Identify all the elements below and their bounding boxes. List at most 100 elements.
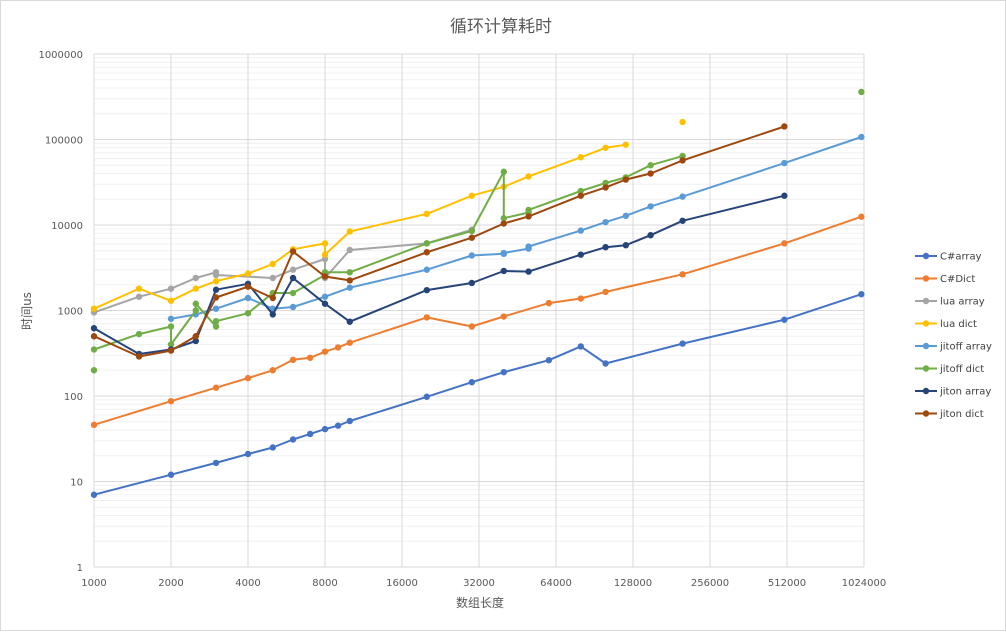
data-point-lua-dict xyxy=(622,141,630,148)
data-point-jiton-array xyxy=(192,337,199,345)
x-tick-label: 1000 xyxy=(81,578,106,589)
legend-marker xyxy=(922,387,930,395)
data-point-lua-dict xyxy=(321,240,329,247)
series-layer xyxy=(90,88,865,498)
series-c-dict xyxy=(90,213,865,429)
data-point-jiton-array xyxy=(212,286,220,293)
data-point-jitoff-dict xyxy=(212,317,220,325)
y-tick-label: 10000 xyxy=(51,221,83,232)
series-jiton-dict xyxy=(90,123,788,360)
x-tick-label: 8000 xyxy=(312,578,337,589)
series-line-c-dict xyxy=(93,215,862,426)
series-line-lua-array xyxy=(93,228,473,314)
data-point-jitoff-array xyxy=(289,303,297,311)
data-point-c-array xyxy=(545,357,553,364)
legend-item-jitoff-dict: jitoff dict xyxy=(915,364,984,375)
data-point-jiton-array xyxy=(602,243,609,251)
data-point-jiton-dict xyxy=(622,176,630,183)
data-point-jitoff-dict xyxy=(212,323,220,330)
data-point-c-dict xyxy=(679,271,686,278)
series-jitoff-dict xyxy=(90,152,686,353)
data-point-jitoff-dict xyxy=(192,307,199,314)
data-point-lua-dict xyxy=(468,192,476,199)
data-point-lua-dict xyxy=(602,144,609,151)
data-point-jiton-array xyxy=(90,325,98,332)
data-point-jitoff-dict xyxy=(90,346,98,353)
data-point-jitoff-dict xyxy=(192,300,199,307)
data-point-jitoff-array xyxy=(622,212,630,220)
data-point-lua-array xyxy=(167,285,175,292)
data-point-jitoff-array xyxy=(647,203,654,210)
data-point-c-dict xyxy=(289,356,297,364)
data-point-lua-dict xyxy=(269,260,276,268)
data-point-jitoff-dict xyxy=(244,309,252,317)
series-line-jiton-array xyxy=(93,194,785,355)
x-tick-label: 512000 xyxy=(768,578,806,589)
data-point-c-dict xyxy=(346,339,353,346)
data-point-c-array xyxy=(858,291,865,298)
data-point-c-dict xyxy=(167,397,175,405)
data-point-lua-dict xyxy=(525,173,532,180)
data-point-c-array xyxy=(468,379,476,386)
data-point-jitoff-array xyxy=(525,243,532,250)
data-point-lua-array xyxy=(212,271,220,279)
series-line-lua-dict xyxy=(93,143,626,310)
data-point-lua-array xyxy=(192,274,199,282)
data-point-jitoff-array xyxy=(679,193,686,200)
data-point-c-dict xyxy=(90,421,98,429)
legend-label: jitoff dict xyxy=(939,364,984,375)
data-point-jiton-dict xyxy=(602,184,609,191)
data-point-c-dict xyxy=(244,374,252,382)
data-point-jiton-dict xyxy=(167,347,175,354)
series-line-jitoff-dict xyxy=(93,155,683,351)
data-point-c-dict xyxy=(858,213,865,220)
legend-item-jitoff-array: jitoff array xyxy=(915,342,992,353)
legend-label: jitoff array xyxy=(939,342,992,353)
legend-label: C#Dict xyxy=(940,274,975,285)
data-point-lua-dict xyxy=(167,297,175,304)
y-tick-label: 10 xyxy=(70,478,83,489)
data-point-c-dict xyxy=(321,348,329,355)
data-point-jitoff-dict xyxy=(525,206,532,214)
data-point-jiton-dict xyxy=(321,273,329,280)
data-point-jitoff-array xyxy=(468,252,476,259)
data-point-lua-array xyxy=(135,293,143,300)
data-point-c-dict xyxy=(781,240,788,247)
legend-item-jiton-dict: jiton dict xyxy=(915,409,984,420)
data-point-jiton-dict xyxy=(781,123,788,130)
data-point-jiton-array xyxy=(321,300,329,307)
data-point-c-array xyxy=(423,393,430,400)
data-point-jiton-dict xyxy=(647,170,654,177)
isolated-point-lua-dict xyxy=(679,118,686,126)
x-tick-label: 32000 xyxy=(463,578,495,589)
y-tick-label: 100 xyxy=(64,392,83,403)
data-point-jiton-array xyxy=(289,274,297,282)
data-point-jiton-array xyxy=(577,251,584,258)
data-point-jitoff-dict xyxy=(500,215,507,222)
data-point-jiton-dict xyxy=(244,283,252,290)
legend-label: lua dict xyxy=(940,319,977,330)
data-point-c-array xyxy=(679,340,686,347)
legend-marker xyxy=(922,365,930,372)
legend-label: jiton dict xyxy=(939,409,984,420)
data-point-jitoff-array xyxy=(423,266,430,273)
data-point-jiton-dict xyxy=(679,157,686,164)
data-point-jiton-array xyxy=(269,311,276,318)
data-point-jiton-array xyxy=(346,318,353,325)
data-point-c-dict xyxy=(423,314,430,321)
data-point-lua-array xyxy=(321,255,329,263)
legend-marker xyxy=(922,275,930,282)
data-point-jiton-array xyxy=(679,217,686,224)
legend-label: C#array xyxy=(940,252,982,263)
y-tick-label: 100000 xyxy=(45,136,83,147)
data-point-c-array xyxy=(306,430,314,438)
y-tick-labels: 1 10 100 1000 10000 100000 1000000 xyxy=(38,50,83,574)
data-point-c-array xyxy=(167,471,175,478)
data-point-jitoff-array xyxy=(321,293,329,300)
data-point-jitoff-dict xyxy=(346,269,353,276)
x-tick-label: 2000 xyxy=(158,578,183,589)
legend-item-c-array: C#array xyxy=(915,252,982,263)
data-point-c-dict xyxy=(306,354,314,361)
